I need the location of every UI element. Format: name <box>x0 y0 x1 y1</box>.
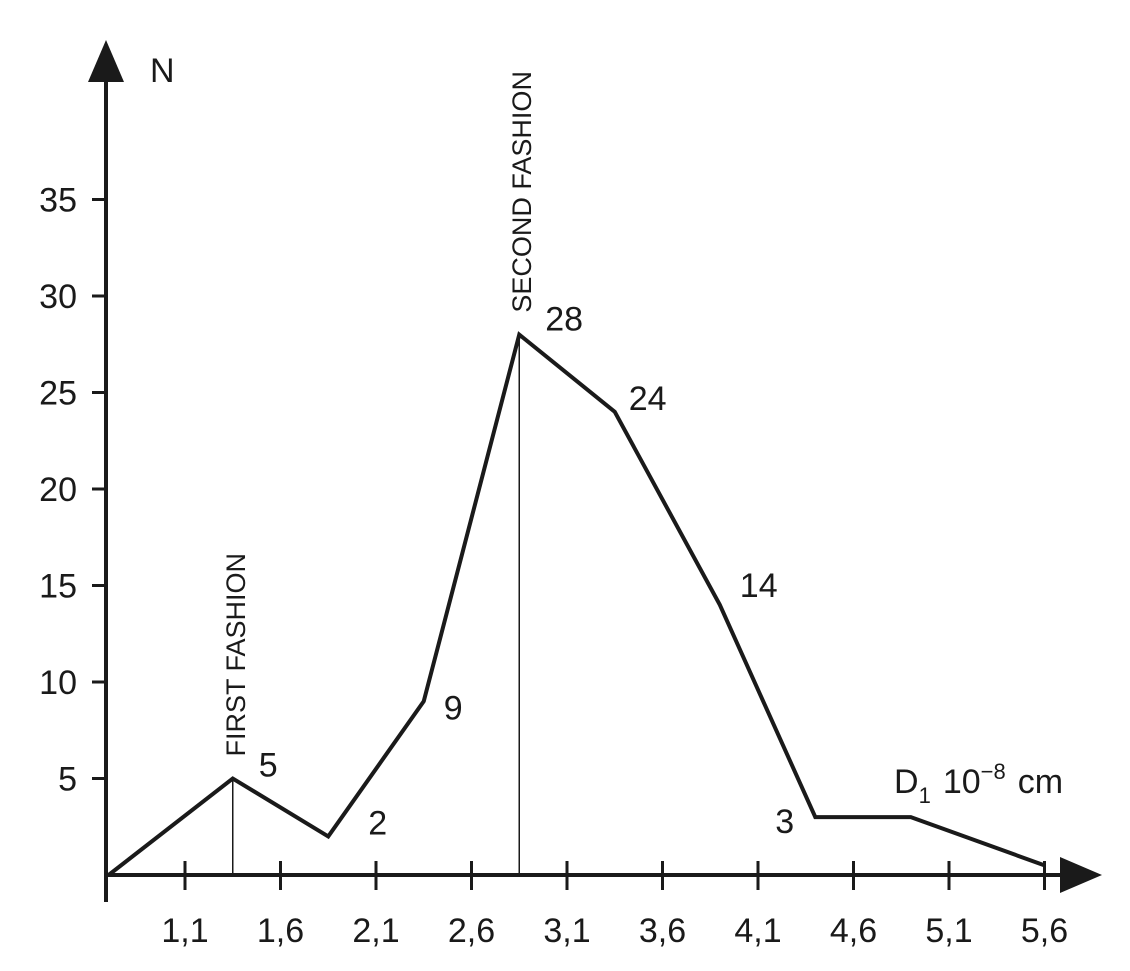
series-layer <box>107 331 1046 877</box>
y-tick-label: 30 <box>39 278 77 316</box>
x-axis-label-unit-base: 10 <box>943 763 981 801</box>
y-tick-label: 20 <box>39 471 77 509</box>
x-tick-label: 1,6 <box>257 912 304 950</box>
y-tick-label: 15 <box>39 568 77 606</box>
x-axis-label-main: D <box>894 763 919 801</box>
x-tick-label: 4,6 <box>830 912 877 950</box>
x-axis-label: D1 10−8 cm <box>894 759 1063 808</box>
x-tick-label: 5,1 <box>925 912 972 950</box>
annotation-texts: FIRST FASHION SECOND FASHION <box>221 71 538 756</box>
y-tick-label: 5 <box>58 761 77 799</box>
x-ticks: 1,1 1,6 2,1 2,6 3,1 3,6 4,1 4,6 5,1 5,6 <box>161 861 1068 950</box>
x-tick-label: 3,6 <box>639 912 686 950</box>
annotation-text: FIRST FASHION <box>221 553 251 757</box>
y-axis-label: N <box>150 52 175 90</box>
x-axis-label-unit: cm <box>1018 763 1063 801</box>
x-axis-label-unit-exp: −8 <box>981 759 1006 784</box>
data-label: 28 <box>545 301 583 339</box>
x-tick-label: 3,1 <box>543 912 590 950</box>
y-tick-label: 35 <box>39 182 77 220</box>
annotation-lines <box>232 334 520 875</box>
x-tick-label: 5,6 <box>1021 912 1068 950</box>
data-label: 2 <box>368 804 387 842</box>
y-tick-label: 25 <box>39 375 77 413</box>
data-labels: 5 2 9 28 24 14 3 <box>259 301 794 843</box>
data-label: 14 <box>740 567 778 605</box>
data-label: 5 <box>259 747 278 785</box>
x-axis-arrow <box>1060 857 1102 893</box>
x-axis-label-sub: 1 <box>919 783 931 808</box>
x-tick-label: 2,6 <box>448 912 495 950</box>
x-tick-label: 4,1 <box>734 912 781 950</box>
series-line <box>107 331 1046 877</box>
y-axis-arrow <box>88 40 124 82</box>
y-tick-label: 10 <box>39 664 77 702</box>
data-label: 3 <box>775 803 794 841</box>
annotation-text: SECOND FASHION <box>507 71 537 313</box>
data-label: 24 <box>629 380 667 418</box>
data-label: 9 <box>444 689 463 727</box>
y-ticks: 5 10 15 20 25 30 35 <box>39 182 106 799</box>
x-tick-label: 2,1 <box>352 912 399 950</box>
x-tick-label: 1,1 <box>161 912 208 950</box>
